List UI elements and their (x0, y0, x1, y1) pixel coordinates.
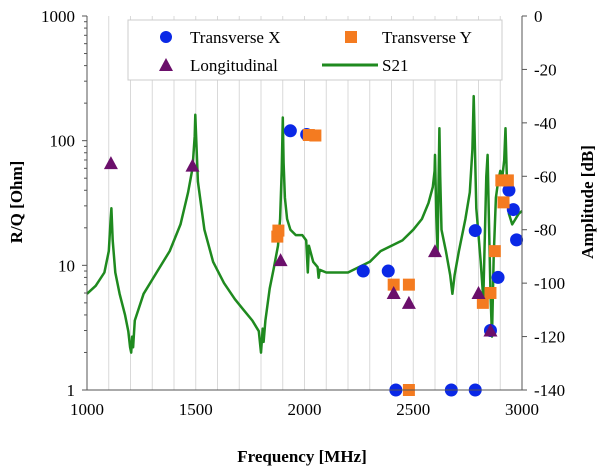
point-transverse-y (501, 174, 514, 187)
axes (82, 15, 527, 391)
point-longitudinal (386, 285, 401, 299)
y-right-tick-label: -80 (534, 221, 557, 240)
point-transverse-x (381, 264, 395, 278)
point-transverse-y (309, 129, 322, 142)
point-transverse-y (387, 278, 400, 291)
scatter-markers (103, 124, 524, 397)
y-left-tick-label: 1 (67, 381, 76, 400)
y-left-tick-label: 10 (58, 256, 75, 275)
legend-label-longitudinal: Longitudinal (190, 56, 278, 75)
legend-marker-longitudinal (159, 58, 173, 71)
point-longitudinal (401, 295, 416, 309)
x-tick-label: 3000 (505, 400, 539, 419)
point-longitudinal (273, 253, 288, 267)
x-tick-label: 1000 (70, 400, 104, 419)
y-right-tick-label: -40 (534, 114, 557, 133)
legend-marker-transverse-x (160, 31, 172, 43)
x-axis-title: Frequency [MHz] (237, 447, 367, 466)
x-tick-label: 2000 (288, 400, 322, 419)
legend-label-transverse-x: Transverse X (190, 28, 281, 47)
point-transverse-y (488, 245, 501, 258)
y-right-tick-label: -60 (534, 167, 557, 186)
legend-label-s21: S21 (382, 56, 408, 75)
point-longitudinal (428, 244, 442, 258)
y-right-tick-label: -20 (534, 60, 557, 79)
y-right-tick-label: 0 (534, 7, 543, 26)
point-transverse-y (484, 286, 497, 299)
point-transverse-y (476, 296, 489, 309)
point-longitudinal (185, 158, 200, 172)
point-transverse-x (506, 203, 520, 217)
point-transverse-x (510, 233, 524, 247)
y-right-tick-label: -120 (534, 328, 565, 347)
series-line-s21 (86, 94, 523, 354)
legend-box (127, 19, 503, 81)
legend: Transverse X Transverse Y Longitudinal S… (127, 19, 503, 81)
x-tick-label: 2500 (396, 400, 430, 419)
point-transverse-x (502, 183, 516, 197)
point-transverse-y (497, 196, 510, 209)
legend-label-transverse-y: Transverse Y (382, 28, 472, 47)
point-longitudinal (483, 323, 498, 337)
y-right-tick-label: -140 (534, 381, 565, 400)
point-transverse-y (272, 224, 285, 237)
point-transverse-x (283, 124, 297, 138)
y-right-tick-label: -100 (534, 274, 565, 293)
point-longitudinal (471, 285, 486, 299)
legend-marker-transverse-y (345, 31, 357, 43)
point-transverse-y (402, 278, 415, 291)
y-left-tick-label: 100 (50, 132, 76, 151)
y-right-axis-title: Amplitude [dB] (578, 145, 597, 259)
tick-labels: 1000 1500 2000 2500 3000 1 10 100 1000 0 -20 -40 -60… (41, 7, 565, 419)
point-transverse-x (356, 264, 370, 278)
point-transverse-x (468, 224, 482, 238)
point-transverse-x (491, 270, 505, 284)
s21-series (86, 94, 523, 354)
y-left-tick-label: 1000 (41, 7, 75, 26)
point-longitudinal (103, 156, 118, 170)
x-tick-label: 1500 (179, 400, 213, 419)
y-left-axis-title: R/Q [Ohm] (7, 161, 26, 244)
